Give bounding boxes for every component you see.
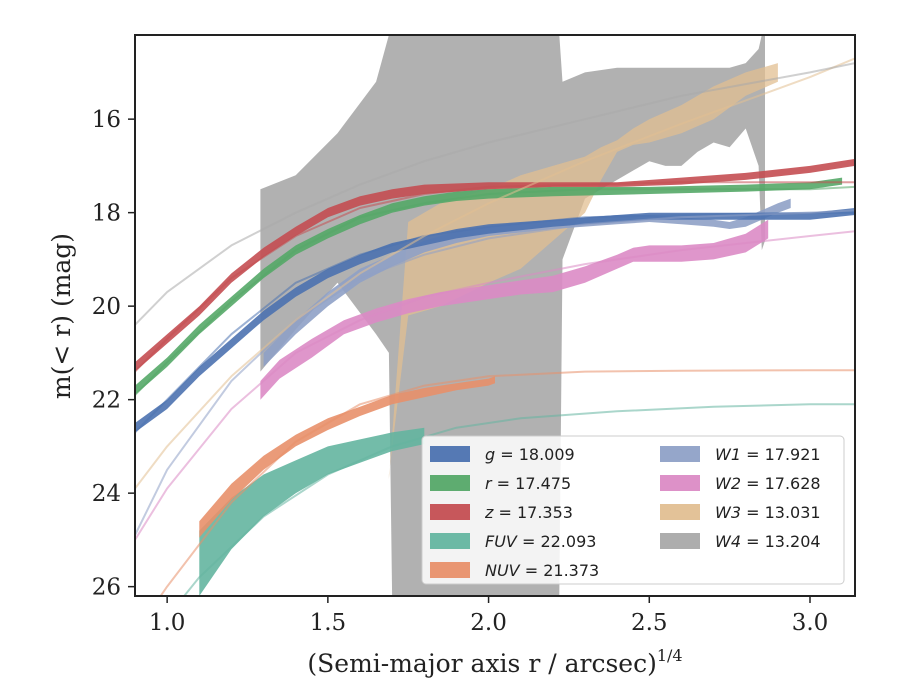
x-tick-label: 1.0	[149, 610, 186, 636]
y-tick-label: 16	[92, 107, 121, 133]
model-curve-r	[135, 185, 855, 396]
y-tick-label: 20	[92, 294, 121, 320]
model-curve-z	[135, 181, 855, 373]
y-tick-label: 22	[92, 388, 121, 414]
model-curve-nuv	[159, 369, 855, 596]
y-tick-label: 26	[92, 575, 121, 601]
legend-label-z: z = 17.353	[484, 503, 573, 522]
legend-label-g: g = 18.009	[485, 445, 575, 464]
y-axis: 16 18 20 22 24 26	[92, 107, 135, 601]
legend-label-w2: W2 = 17.628	[715, 474, 821, 493]
x-axis-label: (Semi-major axis r / arcsec)1/4	[307, 646, 682, 678]
x-tick-label: 3.0	[792, 610, 829, 636]
legend-swatch-nuv	[430, 562, 470, 578]
legend-swatch-z	[430, 504, 470, 520]
legend-box	[421, 435, 845, 585]
legend-label-w4: W4 = 13.204	[715, 532, 821, 551]
model-curve-w4	[135, 62, 855, 326]
legend-swatch-fuv	[430, 533, 470, 549]
legend-label-w3: W3 = 13.031	[715, 503, 821, 522]
x-tick-label: 2.0	[470, 610, 507, 636]
plot-frame	[134, 34, 856, 597]
x-axis: 1.0 1.5 2.0 2.5 3.0	[149, 596, 828, 636]
x-tick-label: 2.5	[631, 610, 668, 636]
model-curve-w1	[135, 209, 855, 536]
legend-swatch-w1	[660, 446, 700, 462]
legend-swatch-r	[430, 475, 470, 491]
model-curve-fuv	[182, 403, 855, 596]
band-w3	[388, 63, 778, 480]
legend-swatch-w2	[660, 475, 700, 491]
legend-label-w1: W1 = 17.921	[715, 445, 821, 464]
model-curve-w3	[135, 57, 855, 490]
legend-label-r: r = 17.475	[485, 474, 571, 493]
legend: g = 18.009 r = 17.475 z = 17.353 FUV = 22.0…	[421, 435, 845, 585]
x-axis-label-superscript: 1/4	[657, 646, 683, 665]
legend-label-fuv: FUV = 22.093	[485, 532, 596, 551]
legend-swatch-g	[430, 446, 470, 462]
legend-label-nuv: NUV = 21.373	[485, 561, 599, 580]
y-axis-label: m(< r) (mag)	[47, 233, 76, 399]
legend-swatch-w4	[660, 533, 700, 549]
legend-swatch-w3	[660, 504, 700, 520]
y-tick-label: 18	[92, 201, 121, 227]
model-curve-layer	[135, 57, 855, 596]
x-tick-label: 1.5	[310, 610, 347, 636]
y-tick-label: 24	[92, 481, 121, 507]
model-curve-w2	[135, 230, 855, 541]
